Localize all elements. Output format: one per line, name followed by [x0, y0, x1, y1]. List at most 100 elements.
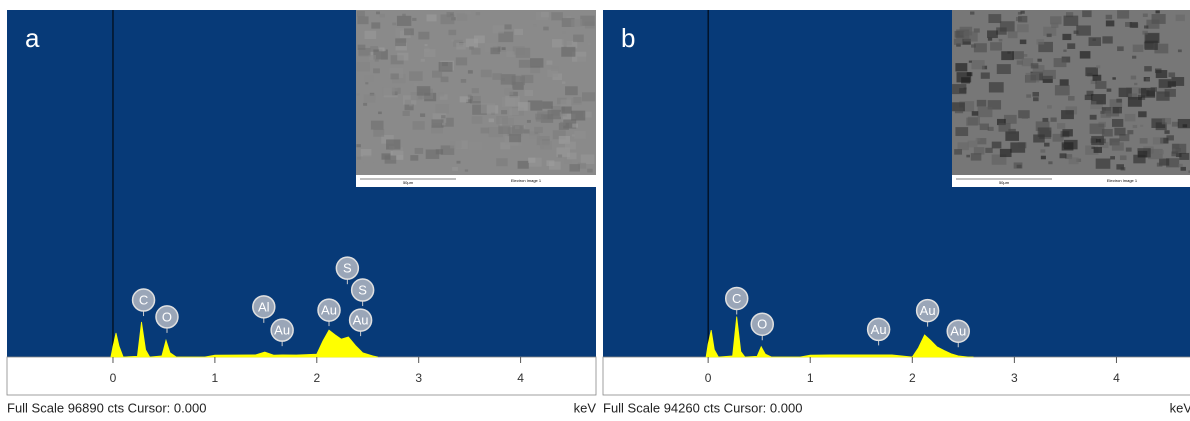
x-tick-label: 4	[517, 371, 524, 385]
peak-label: O	[162, 309, 172, 324]
inset-texture	[1096, 65, 1100, 68]
inset-texture	[1095, 81, 1106, 89]
inset-texture	[375, 59, 379, 62]
inset-texture	[469, 141, 482, 150]
inset-texture	[1120, 155, 1127, 160]
inset-texture	[417, 86, 431, 95]
inset-texture	[1063, 50, 1066, 52]
inset-texture	[1166, 135, 1173, 140]
inset-texture	[363, 155, 373, 162]
inset-texture	[562, 38, 572, 45]
inset-image: 50µm Electron Image 1	[952, 10, 1190, 187]
inset-texture	[502, 47, 506, 50]
x-tick-label: 0	[110, 371, 117, 385]
inset-texture	[450, 141, 461, 149]
inset-texture	[456, 43, 466, 50]
inset-texture	[1102, 36, 1112, 43]
inset-texture	[1091, 147, 1094, 149]
inset-texture	[1158, 150, 1164, 154]
inset-texture	[1133, 45, 1144, 52]
inset-texture	[1164, 130, 1169, 134]
inset-texture	[1082, 11, 1091, 18]
inset-texture	[1062, 144, 1067, 148]
inset-texture	[373, 68, 380, 73]
inset-texture	[1110, 156, 1115, 159]
inset-scale-label: 50µm	[403, 180, 414, 185]
inset-texture	[404, 28, 414, 35]
inset-texture	[468, 95, 472, 98]
inset-texture	[502, 118, 514, 126]
inset-texture	[572, 134, 575, 136]
inset-texture	[968, 141, 978, 148]
peak-label: Au	[321, 303, 337, 318]
inset-texture	[1113, 107, 1122, 113]
inset-texture	[382, 86, 395, 95]
figure: 50µmElectron Image 1COAlAuAuSSAu01234aFu…	[0, 0, 1190, 421]
inset-texture	[410, 155, 418, 161]
inset-texture	[989, 82, 1004, 92]
inset-texture	[955, 127, 968, 136]
inset-texture	[1033, 97, 1039, 101]
status-text: Full Scale 96890 cts Cursor: 0.000	[7, 400, 206, 415]
inset-footer	[356, 175, 596, 187]
inset-texture	[1165, 89, 1176, 97]
inset-texture	[977, 100, 987, 107]
inset-texture	[524, 90, 533, 96]
inset-texture	[1151, 87, 1157, 92]
inset-texture	[560, 122, 566, 126]
inset-texture	[492, 73, 502, 80]
x-tick-label: 2	[313, 371, 320, 385]
inset-texture	[954, 39, 963, 45]
inset-texture	[1043, 70, 1056, 79]
inset-texture	[972, 111, 979, 116]
inset-texture	[376, 12, 380, 15]
inset-texture	[955, 107, 963, 113]
inset-texture	[577, 57, 590, 66]
inset-texture	[1068, 96, 1075, 101]
inset-texture	[955, 63, 967, 71]
inset-texture	[501, 110, 507, 114]
inset-texture	[466, 39, 478, 48]
inset-texture	[506, 51, 514, 57]
inset-caption: Electron Image 1	[1107, 178, 1138, 183]
inset-texture	[543, 27, 548, 31]
inset-texture	[1144, 66, 1152, 71]
inset-texture	[1057, 123, 1065, 129]
inset-texture	[561, 47, 575, 57]
inset-texture	[1051, 23, 1058, 28]
inset-texture	[385, 155, 397, 163]
inset-texture	[1032, 92, 1039, 97]
inset-texture	[573, 35, 584, 42]
inset-texture	[1069, 157, 1079, 164]
inset-texture	[514, 29, 523, 35]
peak-label: Au	[353, 313, 369, 328]
inset-texture	[1112, 142, 1124, 150]
inset-texture	[970, 12, 974, 15]
inset-texture	[978, 107, 993, 117]
inset-texture	[520, 77, 525, 80]
inset-texture	[490, 48, 499, 55]
inset-texture	[1089, 37, 1101, 46]
inset-texture	[426, 149, 440, 158]
inset-texture	[981, 72, 990, 78]
inset-texture	[966, 155, 970, 158]
inset-texture	[442, 62, 448, 66]
inset-texture	[412, 18, 416, 21]
inset-scale-label: 50µm	[999, 180, 1010, 185]
inset-texture	[1114, 128, 1125, 136]
inset-texture	[512, 125, 524, 133]
inset-texture	[357, 93, 360, 95]
inset-texture	[1017, 60, 1023, 64]
inset-texture	[441, 115, 445, 118]
panel: 50µmElectron Image 1COAuAuAu01234bFull S…	[603, 10, 1190, 415]
inset-texture	[1138, 111, 1146, 117]
inset-texture	[969, 61, 972, 63]
inset-texture	[504, 88, 513, 94]
inset-texture	[1094, 147, 1102, 153]
inset-texture	[505, 24, 512, 29]
inset-texture	[1178, 49, 1182, 52]
inset-texture	[1145, 41, 1158, 50]
inset-texture	[1178, 164, 1183, 167]
inset-texture	[1168, 72, 1175, 77]
inset-texture	[562, 31, 566, 34]
